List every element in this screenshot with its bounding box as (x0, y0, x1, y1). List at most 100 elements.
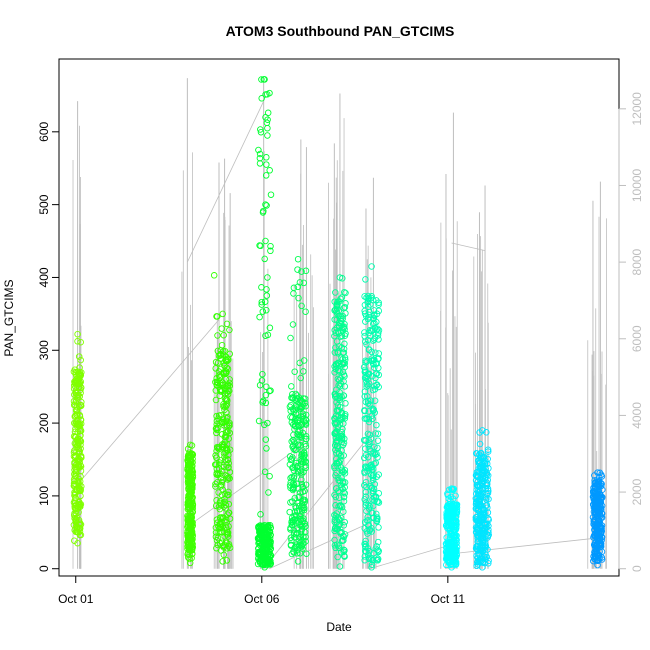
data-point (482, 542, 490, 550)
data-point (450, 518, 458, 526)
data-point (336, 421, 344, 428)
data-point (448, 485, 455, 492)
data-point (333, 469, 340, 477)
data-point (342, 310, 349, 317)
data-point (591, 516, 599, 523)
data-point (189, 502, 197, 509)
data-point (215, 412, 223, 419)
data-point (484, 504, 491, 511)
data-point (223, 320, 231, 328)
data-point (372, 459, 380, 467)
data-point (259, 308, 267, 315)
data-point (475, 457, 482, 464)
data-point (76, 524, 83, 532)
data-point (216, 386, 224, 394)
data-point (363, 528, 371, 535)
data-point (77, 356, 84, 364)
data-point (259, 209, 267, 216)
data-point (224, 397, 231, 404)
data-point (226, 515, 234, 522)
data-point (366, 431, 373, 439)
data-point (362, 276, 369, 283)
data-point (483, 429, 490, 436)
data-point (367, 294, 375, 302)
data-point (474, 542, 482, 550)
data-point (453, 501, 461, 508)
data-point (372, 349, 379, 356)
data-point (226, 544, 234, 551)
data-point (478, 453, 485, 460)
data-point (375, 383, 382, 391)
data-point (76, 448, 83, 455)
data-point (296, 427, 304, 435)
data-point (221, 370, 228, 377)
data-point (374, 546, 381, 554)
data-point (298, 302, 305, 310)
data-point (443, 547, 450, 555)
data-point (361, 310, 369, 317)
data-point (331, 393, 339, 400)
data-point (366, 548, 373, 555)
data-point (77, 427, 85, 435)
data-point (451, 502, 459, 510)
data-point (266, 537, 273, 544)
data-point (361, 553, 369, 560)
data-point (363, 393, 371, 400)
data-point (476, 440, 484, 448)
data-point (342, 400, 349, 407)
data-point (262, 91, 269, 98)
data-point (216, 520, 224, 528)
data-point (481, 460, 488, 467)
data-point (337, 548, 345, 556)
data-point (214, 332, 221, 339)
data-point (256, 160, 264, 167)
data-point (287, 407, 294, 415)
data-point (332, 429, 339, 437)
data-point (257, 542, 264, 549)
data-point (184, 473, 191, 480)
data-point (186, 493, 194, 500)
data-point (449, 486, 456, 493)
data-point (212, 358, 220, 366)
data-point (289, 321, 297, 328)
data-point (371, 364, 378, 371)
data-point (479, 564, 486, 571)
data-point (291, 494, 299, 502)
data-point (74, 428, 82, 436)
data-point (184, 445, 192, 453)
data-point (258, 298, 266, 306)
data-point (289, 464, 296, 472)
data-point (484, 448, 492, 455)
data-point (73, 485, 80, 493)
data-point (336, 323, 343, 331)
data-point (293, 459, 300, 467)
data-point (255, 549, 263, 556)
data-point (370, 311, 378, 319)
data-point (333, 418, 340, 426)
data-point (361, 407, 368, 415)
data-point (184, 501, 192, 509)
data-point (337, 315, 345, 322)
data-point (338, 537, 346, 545)
data-point (337, 433, 344, 440)
data-point (220, 544, 228, 551)
secondary-connector (369, 545, 448, 570)
data-point (215, 489, 222, 496)
data-point (264, 124, 271, 132)
data-point (286, 508, 293, 516)
data-point (341, 490, 349, 497)
data-point (341, 332, 349, 339)
data-point (295, 441, 302, 448)
data-point (267, 247, 274, 255)
data-point (341, 288, 348, 296)
data-point (296, 279, 304, 286)
data-point (215, 352, 223, 360)
data-point (341, 518, 348, 526)
data-point (298, 421, 305, 428)
data-point (474, 468, 482, 475)
x-tick-label: Oct 06 (244, 592, 280, 606)
data-point (483, 494, 490, 501)
data-point (289, 414, 296, 421)
data-point (475, 483, 483, 490)
data-point (263, 383, 270, 390)
